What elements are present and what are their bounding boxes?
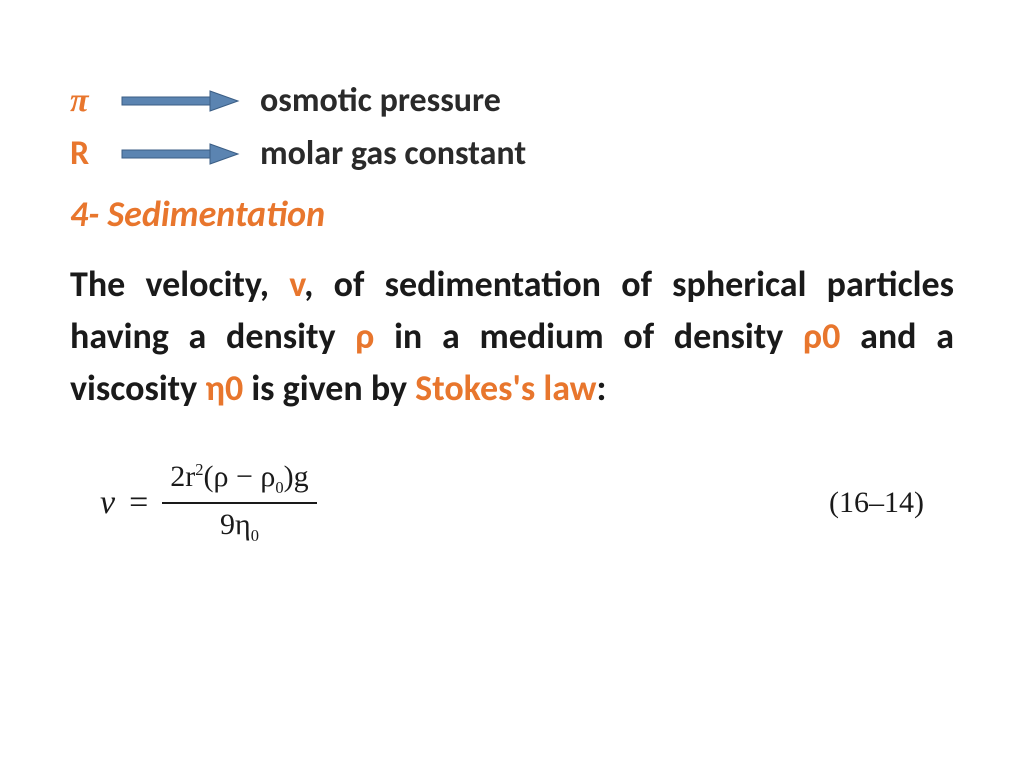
definition-text: osmotic pressure xyxy=(260,80,501,121)
equation-number: (16–14) xyxy=(829,486,924,520)
eq-numerator: 2r2(ρ − ρ0)g xyxy=(162,460,316,504)
eq-fraction: 2r2(ρ − ρ0)g 9η0 xyxy=(162,460,316,546)
eq-denominator: 9η0 xyxy=(220,504,259,546)
symbol-pi: π xyxy=(70,82,120,120)
stokes-equation: v = 2r2(ρ − ρ0)g 9η0 xyxy=(100,460,317,546)
definition-row-r: R molar gas constant xyxy=(70,133,954,174)
arrow-icon xyxy=(120,90,260,112)
equation-row: v = 2r2(ρ − ρ0)g 9η0 (16–14) xyxy=(70,460,954,546)
definition-text: molar gas constant xyxy=(260,133,526,174)
variable-rho0: ρ0 xyxy=(803,314,840,358)
text: is given by xyxy=(243,366,415,410)
symbol-r: R xyxy=(70,133,120,174)
variable-v: v xyxy=(289,262,304,306)
definition-row-pi: π osmotic pressure xyxy=(70,80,954,121)
text: The velocity, xyxy=(70,262,289,306)
arrow-icon xyxy=(120,143,260,165)
variable-eta0: η0 xyxy=(205,366,243,410)
eq-lhs: v xyxy=(100,484,115,522)
variable-rho: ρ xyxy=(355,314,374,358)
body-paragraph: The velocity, v, of sedimentation of sph… xyxy=(70,258,954,415)
eq-v: v xyxy=(100,484,115,521)
eq-equals: = xyxy=(129,484,148,522)
text: in a medium of density xyxy=(374,314,803,358)
text: : xyxy=(597,366,607,410)
section-heading: 4- Sedimentation xyxy=(70,192,954,236)
stokes-law: Stokes's law xyxy=(415,366,596,410)
